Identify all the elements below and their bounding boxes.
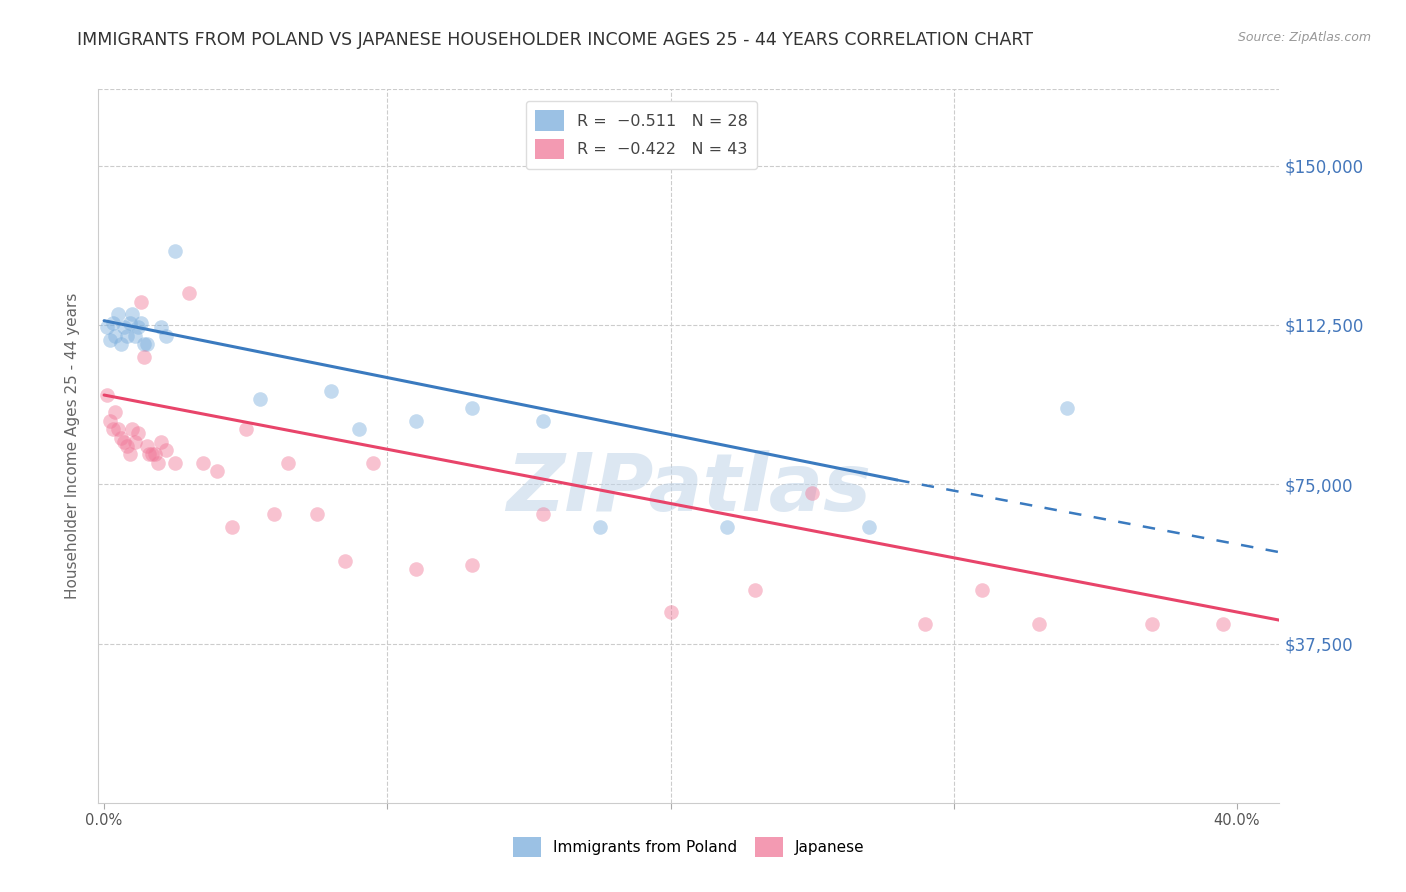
Point [96, 320, 118, 334]
Point [163, 456, 186, 470]
Point [118, 448, 141, 462]
Point [461, 558, 484, 572]
Point [107, 307, 129, 321]
Point [149, 320, 172, 334]
Point [155, 443, 177, 458]
Point [135, 439, 157, 453]
Point [914, 617, 936, 632]
Point [112, 320, 135, 334]
Point [1056, 401, 1078, 415]
Point [1028, 617, 1050, 632]
Point [589, 519, 612, 533]
Point [101, 422, 124, 436]
Point [115, 328, 138, 343]
Point [277, 456, 299, 470]
Point [221, 519, 243, 533]
Point [1212, 617, 1234, 632]
Point [305, 507, 328, 521]
Point [249, 392, 271, 407]
Point [744, 583, 766, 598]
Point [124, 328, 146, 343]
Point [98, 333, 121, 347]
Point [858, 519, 880, 533]
Point [146, 456, 169, 470]
Point [129, 294, 152, 309]
Point [127, 426, 149, 441]
Point [101, 316, 124, 330]
Point [405, 413, 427, 427]
Point [177, 286, 200, 301]
Point [118, 316, 141, 330]
Legend: Immigrants from Poland, Japanese: Immigrants from Poland, Japanese [508, 831, 870, 863]
Point [361, 456, 384, 470]
Point [149, 434, 172, 449]
Point [127, 320, 149, 334]
Point [801, 485, 824, 500]
Point [531, 507, 554, 521]
Point [98, 413, 121, 427]
Point [115, 439, 138, 453]
Text: ZIPatlas: ZIPatlas [506, 450, 872, 528]
Point [135, 337, 157, 351]
Point [1140, 617, 1163, 632]
Point [132, 350, 155, 364]
Point [110, 337, 132, 351]
Point [461, 401, 484, 415]
Point [347, 422, 370, 436]
Point [333, 554, 356, 568]
Point [141, 448, 163, 462]
Point [659, 605, 682, 619]
Point [531, 413, 554, 427]
Point [155, 328, 177, 343]
Point [970, 583, 993, 598]
Point [132, 337, 155, 351]
Point [124, 434, 146, 449]
Point [143, 448, 166, 462]
Point [121, 422, 143, 436]
Point [129, 316, 152, 330]
Point [96, 388, 118, 402]
Y-axis label: Householder Income Ages 25 - 44 years: Householder Income Ages 25 - 44 years [65, 293, 80, 599]
Point [104, 328, 127, 343]
Point [110, 430, 132, 444]
Point [235, 422, 257, 436]
Point [405, 562, 427, 576]
Point [121, 307, 143, 321]
Point [716, 519, 738, 533]
Point [163, 244, 186, 258]
Point [107, 422, 129, 436]
Point [112, 434, 135, 449]
Text: Source: ZipAtlas.com: Source: ZipAtlas.com [1237, 31, 1371, 45]
Point [207, 465, 229, 479]
Point [104, 405, 127, 419]
Point [263, 507, 285, 521]
Point [193, 456, 215, 470]
Text: IMMIGRANTS FROM POLAND VS JAPANESE HOUSEHOLDER INCOME AGES 25 - 44 YEARS CORRELA: IMMIGRANTS FROM POLAND VS JAPANESE HOUSE… [77, 31, 1033, 49]
Point [138, 448, 160, 462]
Point [319, 384, 342, 398]
